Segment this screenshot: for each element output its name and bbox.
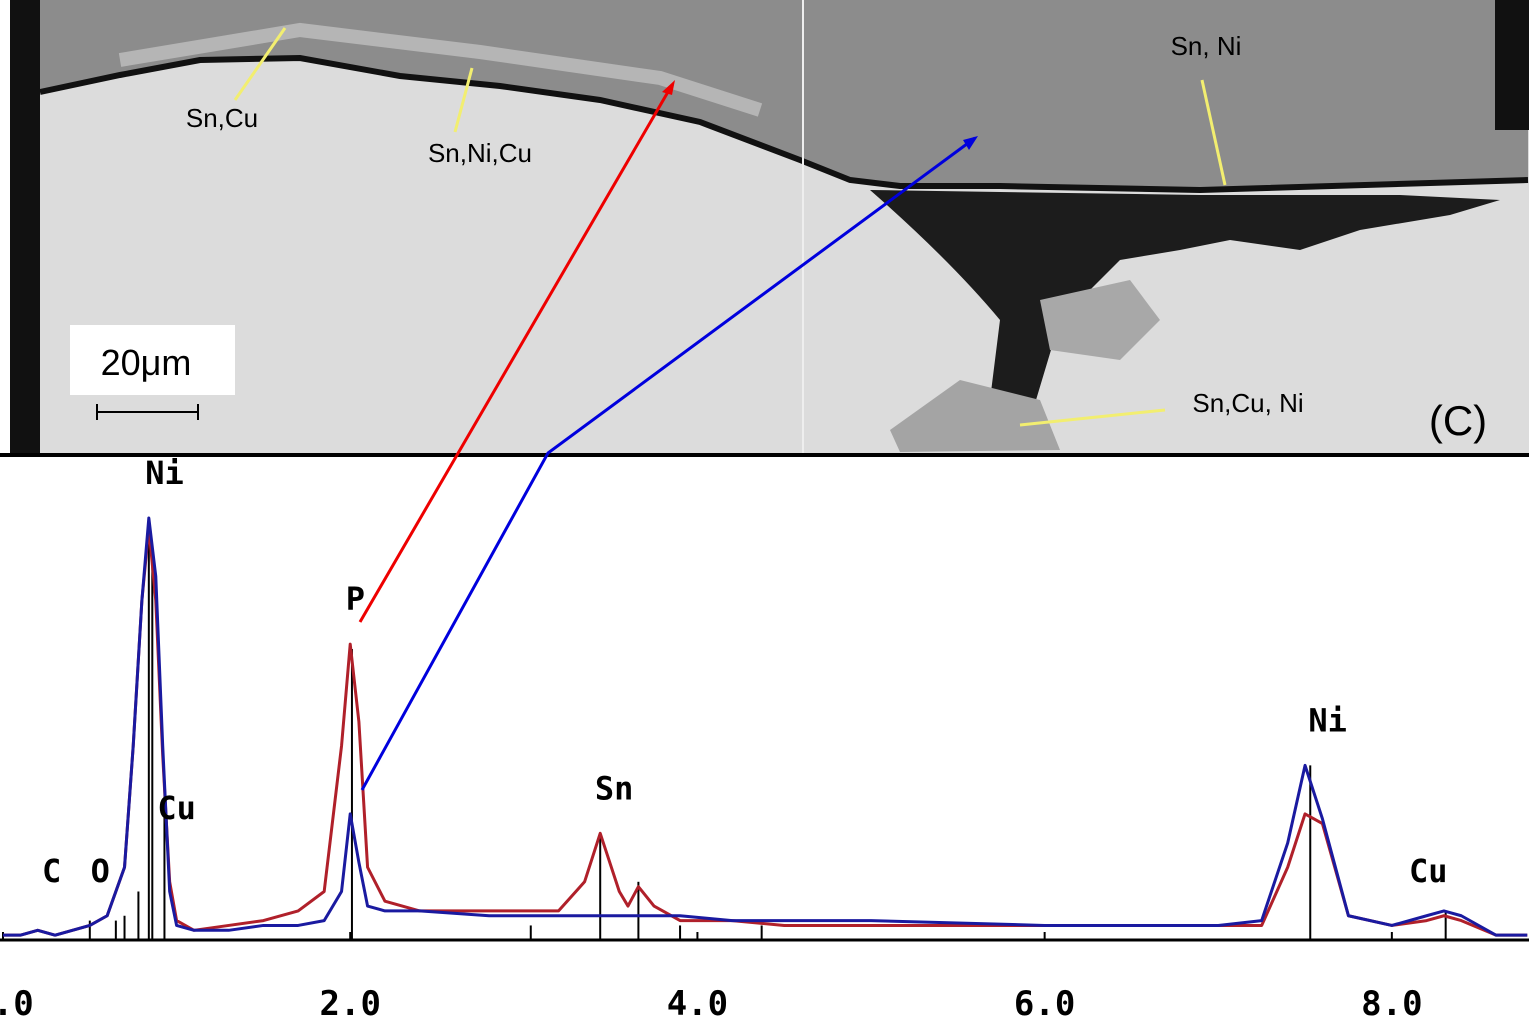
peak-label: Sn <box>595 769 634 807</box>
spectrum-line <box>3 516 1528 937</box>
peak-label: Cu <box>157 789 196 827</box>
x-tick-label: 4.0 <box>667 984 728 1024</box>
peak-label: P <box>346 580 365 618</box>
phase-label: Sn, Ni <box>1171 31 1242 61</box>
x-tick-label: 0.0 <box>0 984 34 1024</box>
peak-label: Ni <box>145 454 184 492</box>
connectors <box>358 80 978 791</box>
phase-label: Sn,Cu, Ni <box>1192 388 1303 418</box>
spectrum: 0.0 2.0 4.0 6.0 8.0 CO Ni Cu P Sn Ni Cu <box>0 454 1528 1024</box>
panel-label: (C) <box>1429 397 1487 444</box>
peak-label: Cu <box>1409 852 1448 890</box>
peak-label: C <box>42 852 61 890</box>
x-tick-label: 2.0 <box>320 984 381 1024</box>
peak-label: O <box>91 852 110 890</box>
x-tick-label: 8.0 <box>1361 984 1422 1024</box>
scale-bar-label: 20μm <box>101 342 192 383</box>
spectrum-line <box>3 526 1528 937</box>
x-tick-label: 6.0 <box>1014 984 1075 1024</box>
peak-label: Ni <box>1308 701 1347 739</box>
phase-label: Sn,Cu <box>186 103 258 133</box>
phase-label: Sn,Ni,Cu <box>428 138 532 168</box>
micrograph: Sn,Cu Sn,Ni,Cu Sn, Ni Sn,Cu, Ni 20μm (C) <box>10 0 1529 455</box>
